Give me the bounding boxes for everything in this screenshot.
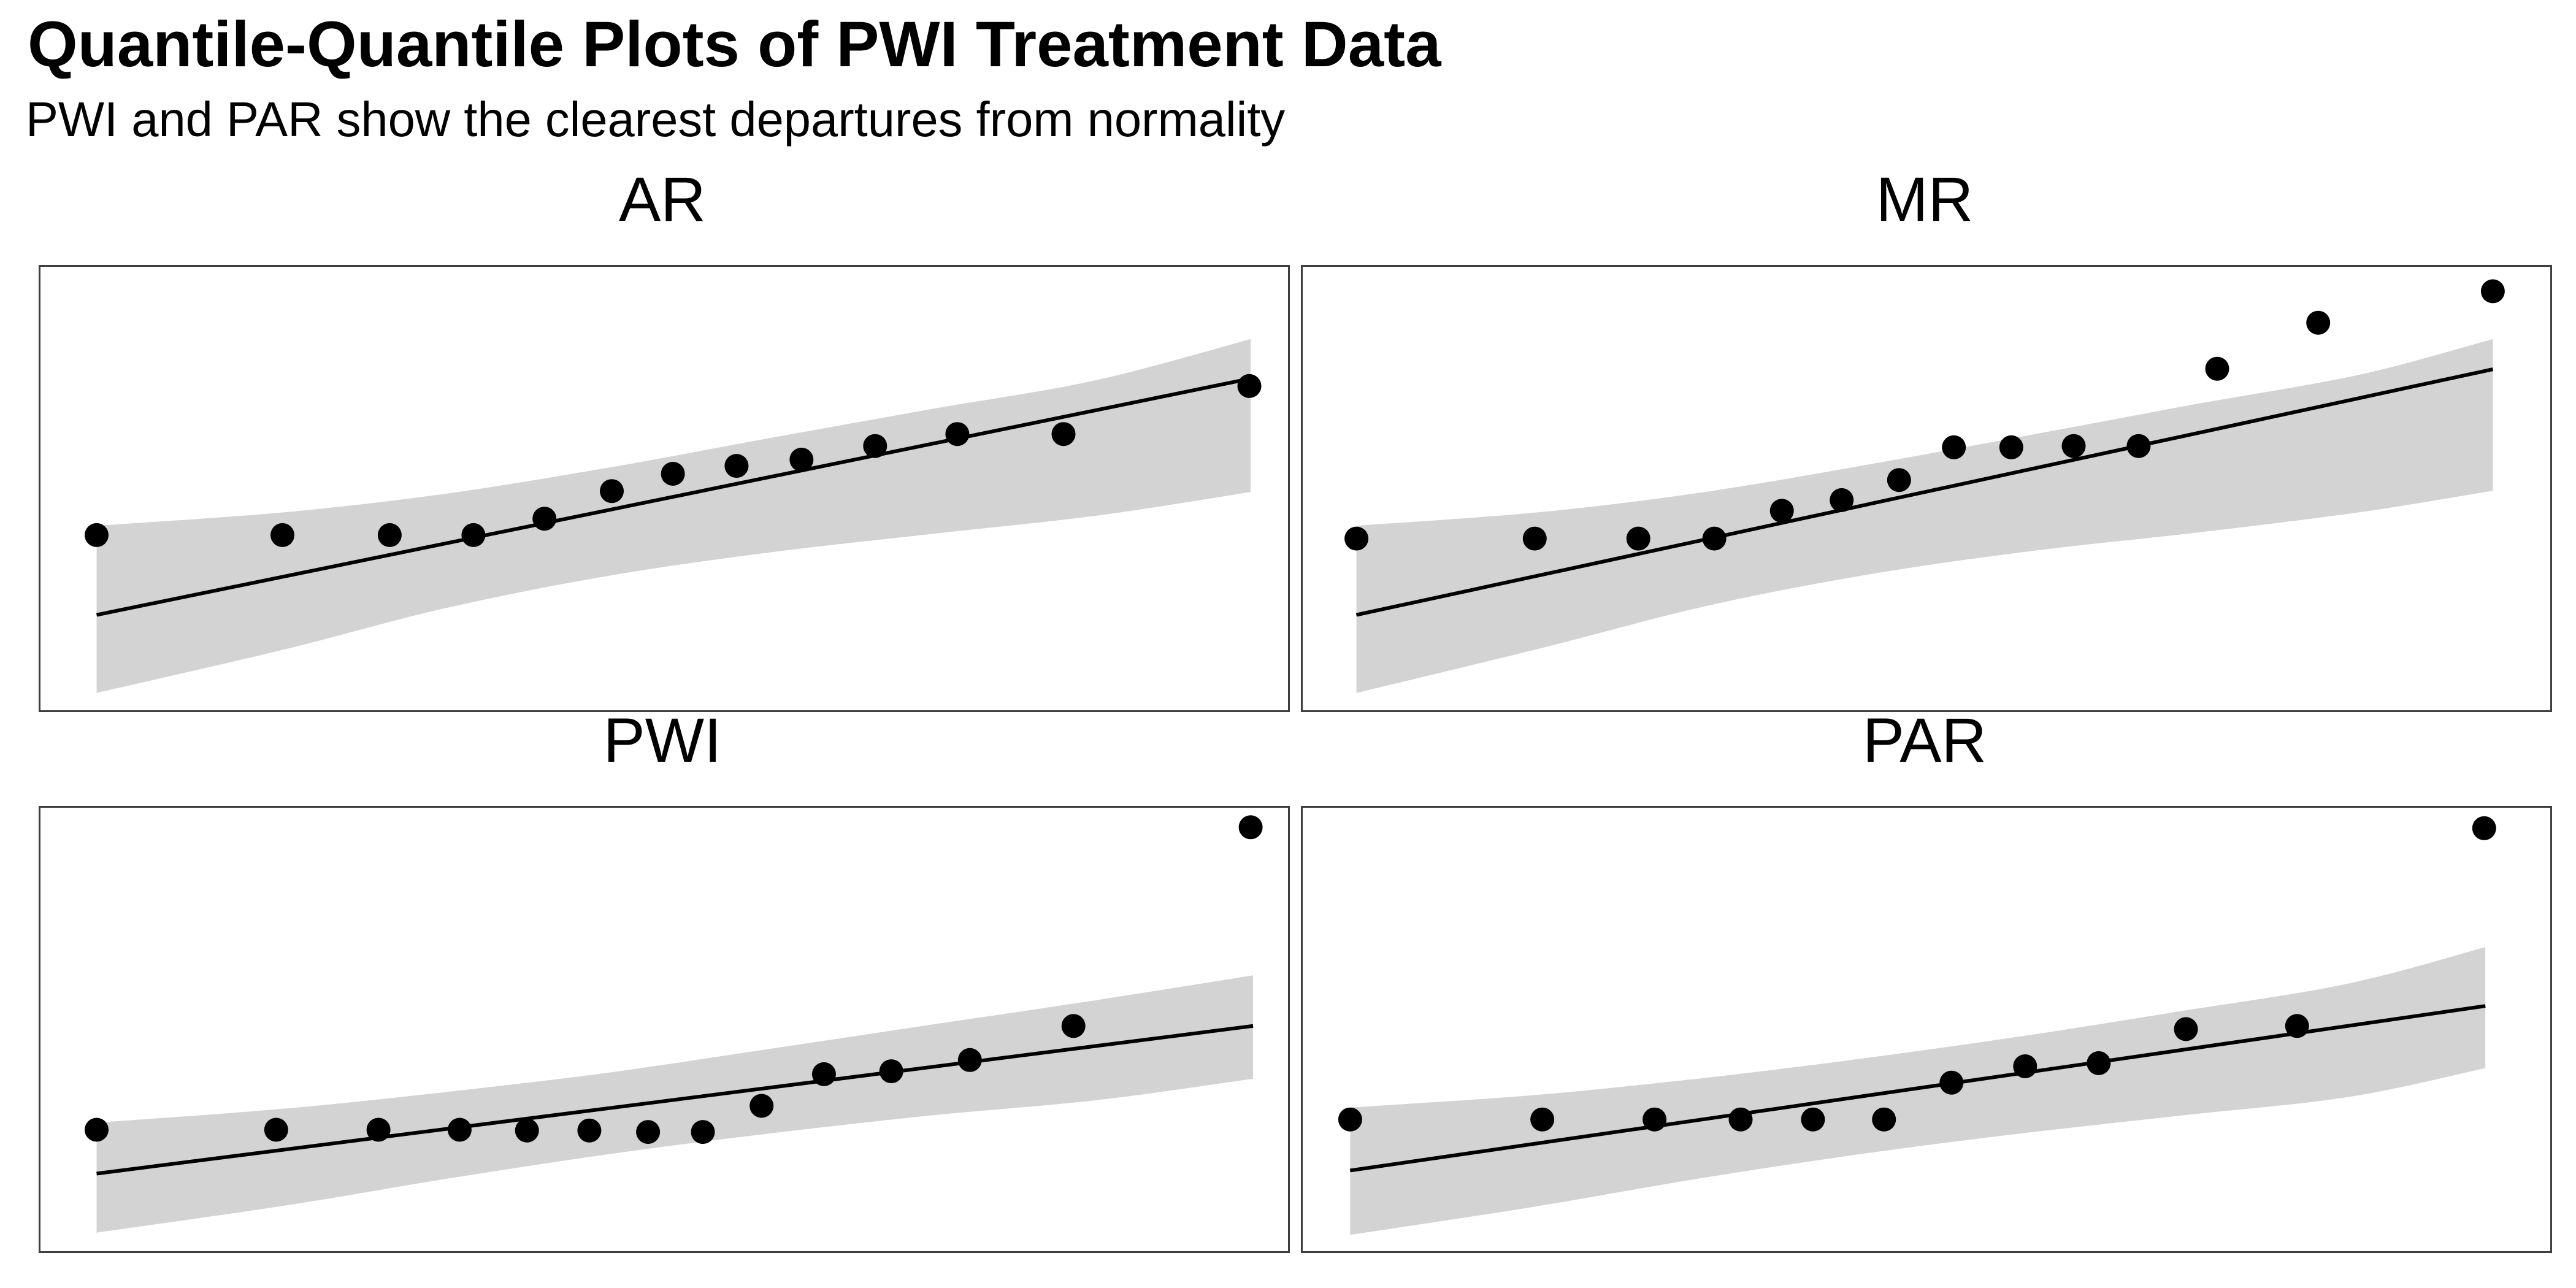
qq-canvas-pwi — [85, 815, 1263, 1233]
data-point — [789, 447, 814, 472]
data-point — [1887, 468, 1911, 493]
data-point — [577, 1118, 602, 1143]
data-point — [264, 1117, 288, 1142]
data-point — [691, 1120, 715, 1144]
data-point — [1626, 526, 1650, 551]
data-point — [270, 523, 294, 547]
data-point — [636, 1120, 661, 1144]
data-point — [2087, 1051, 2111, 1075]
facet-title-mr: MR — [1876, 166, 1974, 236]
data-point — [1530, 1107, 1555, 1132]
data-point — [1643, 1107, 1667, 1132]
confidence-band — [96, 339, 1251, 693]
data-point — [1942, 435, 1966, 459]
data-point — [1728, 1107, 1753, 1132]
data-point — [377, 523, 402, 547]
data-point — [2205, 356, 2229, 381]
data-point — [85, 523, 109, 547]
data-point — [515, 1118, 539, 1143]
data-point — [724, 454, 749, 478]
data-point — [879, 1059, 903, 1084]
data-point — [1999, 435, 2023, 459]
data-point — [1939, 1070, 1964, 1095]
data-point — [2174, 1017, 2198, 1041]
data-point — [1051, 422, 1076, 447]
data-point — [2061, 434, 2086, 458]
qq-panel-mr — [1301, 265, 2552, 712]
data-point — [863, 434, 887, 458]
qq-panel-ar — [39, 265, 1290, 712]
data-point — [1872, 1107, 1896, 1132]
qq-canvas-par — [1338, 816, 2496, 1235]
data-point — [1237, 374, 1262, 398]
data-point — [945, 422, 970, 447]
data-point — [85, 1117, 109, 1142]
qq-reference-line — [1355, 367, 2494, 617]
data-point — [1238, 815, 1263, 840]
qq-panel-pwi — [39, 806, 1290, 1253]
data-point — [2285, 1014, 2309, 1038]
data-point — [447, 1117, 472, 1142]
data-point — [1830, 488, 1854, 512]
confidence-band — [1356, 339, 2493, 693]
data-point — [1769, 499, 1794, 523]
qq-panel-par — [1301, 806, 2552, 1253]
data-point — [661, 462, 685, 486]
data-point — [749, 1094, 774, 1118]
figure-title: Quantile-Quantile Plots of PWI Treatment… — [28, 9, 1441, 81]
facet-title-pwi: PWI — [603, 707, 722, 776]
data-point — [461, 523, 486, 547]
qq-canvas-mr — [1344, 279, 2505, 693]
data-point — [600, 479, 624, 504]
data-point — [1338, 1107, 1362, 1132]
data-point — [1702, 526, 1727, 551]
data-point — [532, 507, 557, 531]
data-point — [2472, 816, 2496, 840]
facet-title-par: PAR — [1862, 707, 1987, 776]
data-point — [2013, 1054, 2037, 1078]
confidence-band — [96, 975, 1253, 1233]
data-point — [1344, 526, 1369, 551]
qq-reference-line — [96, 377, 1251, 617]
data-point — [957, 1048, 982, 1072]
facet-title-ar: AR — [619, 166, 706, 236]
data-point — [1522, 526, 1547, 551]
data-point — [2126, 434, 2151, 458]
data-point — [2306, 310, 2331, 335]
data-point — [1061, 1014, 1086, 1038]
qq-canvas-ar — [85, 339, 1262, 693]
data-point — [1801, 1107, 1825, 1132]
data-point — [811, 1062, 836, 1086]
qq-reference-line — [96, 1024, 1254, 1176]
data-point — [366, 1117, 391, 1142]
figure-subtitle: PWI and PAR show the clearest departures… — [26, 92, 1286, 147]
confidence-band — [1350, 947, 2486, 1235]
data-point — [2480, 279, 2505, 304]
